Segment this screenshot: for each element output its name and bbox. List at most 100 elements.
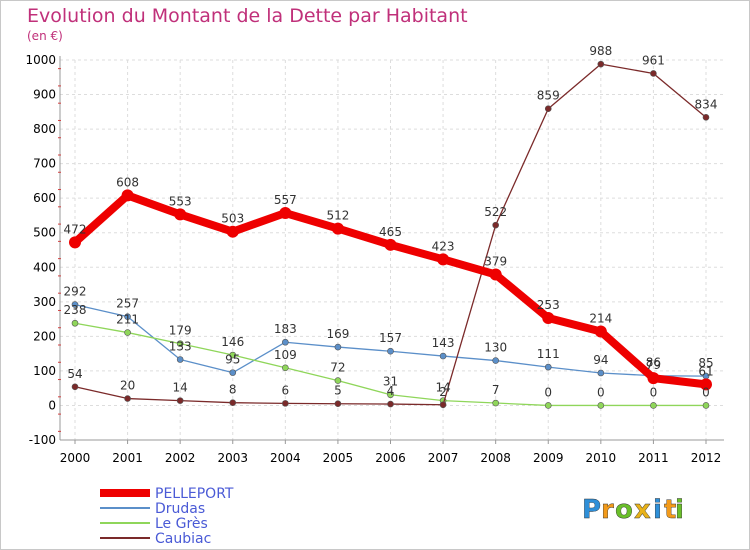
data-point <box>597 369 605 377</box>
x-tick-label: 2010 <box>586 451 617 465</box>
data-point <box>384 238 397 251</box>
data-label: 143 <box>432 336 455 350</box>
data-label: 133 <box>169 340 192 354</box>
data-label: 214 <box>589 312 612 326</box>
data-point <box>594 325 607 338</box>
data-point <box>647 372 660 385</box>
data-label: 988 <box>589 44 612 58</box>
data-label: 111 <box>537 347 560 361</box>
data-point <box>544 402 552 409</box>
data-label: 94 <box>593 353 608 367</box>
data-point <box>700 378 712 391</box>
data-point <box>279 207 292 220</box>
data-label: 503 <box>221 212 244 226</box>
chart-title: Evolution du Montant de la Dette par Hab… <box>27 5 468 27</box>
data-label: 179 <box>169 324 192 338</box>
y-tick-label: 300 <box>33 295 56 309</box>
logo-letter: r <box>601 495 614 525</box>
data-point <box>492 221 499 229</box>
y-tick-label: 400 <box>33 260 56 274</box>
data-point <box>650 70 657 77</box>
y-tick-label: 800 <box>33 122 56 136</box>
x-tick-label: 2002 <box>165 451 196 465</box>
data-label: 238 <box>64 303 87 317</box>
data-label: 512 <box>326 209 349 223</box>
data-point <box>544 363 552 371</box>
data-point <box>492 399 499 407</box>
data-label: 109 <box>274 348 297 362</box>
data-point <box>71 301 79 308</box>
data-label: 85 <box>698 356 713 370</box>
logo-letter: x <box>634 495 651 525</box>
data-label: 379 <box>484 255 507 269</box>
x-tick-label: 2011 <box>638 451 669 465</box>
data-label: 961 <box>642 53 665 67</box>
data-point <box>124 313 131 320</box>
y-tick-label: 600 <box>33 191 56 205</box>
data-label: 146 <box>221 335 244 349</box>
data-label: 472 <box>64 222 87 236</box>
logo-letter: t <box>664 495 676 525</box>
data-point <box>489 268 502 281</box>
data-label: 14 <box>435 381 450 395</box>
data-label: 253 <box>537 298 560 312</box>
y-tick-label: 0 <box>48 398 56 412</box>
data-label: 465 <box>379 225 402 239</box>
data-point <box>174 208 187 221</box>
data-label: 557 <box>274 193 297 207</box>
data-label: 4 <box>387 384 395 398</box>
data-label: 0 <box>544 385 552 399</box>
data-point <box>124 329 131 336</box>
data-label: 5 <box>334 384 342 398</box>
x-tick-label: 2001 <box>112 451 143 465</box>
data-point <box>387 347 394 355</box>
data-point <box>334 400 342 408</box>
data-point <box>71 319 79 327</box>
data-point <box>69 236 81 249</box>
data-label: 86 <box>646 356 661 370</box>
data-label: 61 <box>698 364 713 378</box>
y-tick-label: 200 <box>33 329 56 343</box>
data-point <box>124 395 131 402</box>
y-tick-label: 500 <box>33 226 56 240</box>
data-label: 8 <box>229 383 237 397</box>
legend-label: Drudas <box>155 501 205 517</box>
data-label: 423 <box>432 239 455 253</box>
x-tick-label: 2000 <box>60 451 91 465</box>
data-label: 553 <box>169 194 192 208</box>
data-point <box>176 356 184 363</box>
logo-letter: i <box>653 495 662 525</box>
data-label: 0 <box>597 385 605 399</box>
y-tick-label: 900 <box>33 88 56 102</box>
data-point <box>702 402 710 409</box>
data-label: 608 <box>116 175 139 189</box>
data-point <box>282 364 289 372</box>
data-point <box>650 402 657 409</box>
data-label: 211 <box>116 313 139 327</box>
data-point <box>229 399 237 406</box>
data-label: 20 <box>120 379 135 393</box>
x-tick-label: 2009 <box>533 451 564 465</box>
data-label: 834 <box>695 97 718 111</box>
x-tick-label: 2006 <box>375 451 406 465</box>
data-point <box>544 105 552 113</box>
data-label: 522 <box>484 205 507 219</box>
data-point <box>229 369 237 376</box>
data-label: 0 <box>650 385 658 399</box>
data-point <box>176 397 184 404</box>
data-label: 6 <box>282 383 290 397</box>
y-tick-label: -100 <box>29 433 56 447</box>
data-point <box>331 222 344 235</box>
data-label: 257 <box>116 297 139 311</box>
data-label: 0 <box>702 385 710 399</box>
logo-letter: o <box>615 495 633 525</box>
data-point <box>121 189 134 202</box>
x-tick-label: 2012 <box>691 451 722 465</box>
data-label: 130 <box>484 341 507 355</box>
data-label: 14 <box>173 381 188 395</box>
x-tick-label: 2008 <box>480 451 511 465</box>
data-label: 292 <box>64 285 87 299</box>
data-point <box>439 352 447 360</box>
x-tick-label: 2003 <box>217 451 248 465</box>
data-point <box>542 312 555 325</box>
